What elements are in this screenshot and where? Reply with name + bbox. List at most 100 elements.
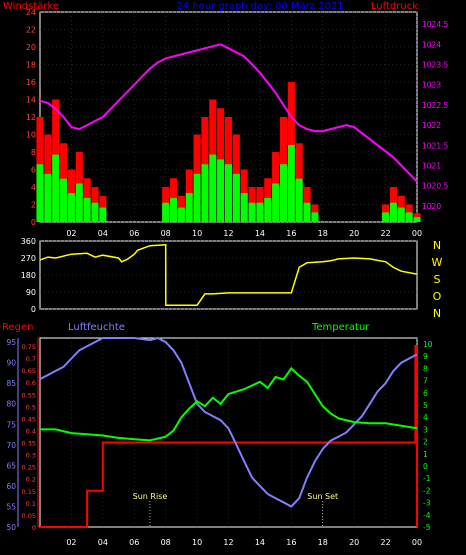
x-tick-label: 12 [223, 229, 233, 238]
x-tick-label: 20 [349, 229, 359, 238]
temperature-tick-label: 8 [423, 364, 428, 373]
humidity-tick-label: 90 [6, 359, 16, 368]
pressure-tick-label: 1022 [422, 121, 441, 130]
wind-tick-label: 8 [31, 148, 36, 157]
x-tick-label: 18 [318, 229, 328, 238]
wind-pressure-panel: 02468101214161820222410201020.510211021.… [26, 8, 449, 238]
wind-avg-bar [224, 164, 233, 222]
wind-avg-bar [44, 173, 52, 222]
wind-tick-label: 16 [26, 78, 36, 87]
x-tick-label: 20 [349, 538, 359, 547]
temperature-tick-label: -5 [423, 523, 431, 532]
wind-avg-bar [67, 193, 75, 222]
sun-annotation: Sun Rise [133, 492, 168, 501]
x-tick-label: 10 [192, 538, 202, 547]
rain-tick-label: 0.1 [26, 500, 36, 508]
wind-tick-label: 22 [26, 26, 36, 35]
wind-avg-bar [287, 145, 295, 222]
rain-tick-label: 0.3 [26, 452, 36, 460]
wind-avg-bar [162, 202, 170, 222]
humidity-tick-label: 65 [6, 461, 16, 470]
wind-avg-bar [295, 178, 303, 222]
x-tick-label: 04 [98, 229, 108, 238]
x-tick-label: 08 [161, 538, 171, 547]
wind-avg-bar [413, 217, 421, 222]
wind-direction-line [39, 244, 418, 306]
wind-tick-label: 18 [26, 61, 36, 70]
x-tick-label: 06 [129, 229, 139, 238]
rain-line [40, 345, 418, 528]
rain-tick-label: 0.4 [26, 427, 36, 435]
wind-avg-bar [272, 183, 280, 222]
rain-tick-label: 0.05 [22, 512, 36, 520]
rain-tick-label: 0.75 [22, 343, 36, 351]
wind-avg-bar [248, 202, 256, 222]
wind-avg-bar [75, 183, 83, 222]
wind-avg-bar [311, 212, 319, 222]
temperature-tick-label: 7 [423, 377, 428, 386]
rain-tick-label: 0.5 [26, 403, 36, 411]
wind-avg-bar [52, 154, 60, 222]
humidity-tick-label: 55 [6, 502, 16, 511]
x-tick-label: 14 [255, 229, 265, 238]
x-tick-label: 02 [66, 538, 76, 547]
rain-tick-label: 0.7 [26, 355, 36, 363]
temperature-tick-label: -1 [423, 474, 431, 483]
wind-avg-bar [389, 202, 397, 222]
wind-avg-bar [169, 197, 178, 222]
compass-label: O [433, 290, 442, 303]
x-tick-label: 06 [129, 538, 139, 547]
wind-avg-bar [193, 173, 201, 222]
header-right: Luftdruck [371, 1, 418, 12]
x-tick-label: 14 [255, 538, 265, 547]
wind-avg-bar [382, 212, 390, 222]
wind-avg-bar [256, 202, 264, 222]
direction-tick-label: 0 [31, 305, 36, 314]
humidity-tick-label: 70 [6, 441, 16, 450]
x-tick-label: 00 [412, 229, 422, 238]
temperature-tick-label: 2 [423, 438, 428, 447]
humidity-line [39, 336, 418, 508]
humidity-tick-label: 85 [6, 379, 16, 388]
temperature-tick-label: -2 [423, 486, 431, 495]
temperature-tick-label: 0 [423, 462, 428, 471]
rain-tick-label: 0.2 [26, 476, 36, 484]
direction-tick-label: 270 [21, 254, 36, 263]
x-tick-label: 16 [286, 538, 296, 547]
wind-avg-bar [397, 207, 405, 222]
temperature-line [40, 366, 418, 442]
temperature-tick-label: 3 [423, 425, 428, 434]
wind-avg-bar [405, 212, 413, 222]
x-tick-label: 02 [66, 229, 76, 238]
compass-label: N [433, 307, 441, 320]
x-tick-label: 16 [286, 229, 296, 238]
wind-avg-bar [232, 173, 240, 222]
wind-avg-bar [264, 197, 272, 222]
rain-tick-label: 0.25 [22, 464, 36, 472]
rain-tick-label: 0.6 [26, 379, 36, 387]
rain-humidity-temperature-panel: Regen Luftfeuchte Temperatur 0 0.05 0.1 0.1… [2, 322, 433, 547]
humidity-tick-label: 50 [6, 523, 16, 532]
wind-avg-bar [240, 193, 248, 222]
wind-avg-bar [36, 164, 44, 222]
pressure-tick-label: 1020.5 [422, 182, 448, 191]
header-center: 24 hour graph day: 08 März 2021 [176, 1, 343, 12]
direction-tick-label: 90 [26, 288, 36, 297]
wind-avg-bar [177, 207, 185, 222]
wind-tick-label: 0 [31, 218, 36, 227]
temperature-axis-title: Temperatur [311, 322, 370, 333]
pressure-tick-label: 1024.5 [422, 20, 448, 29]
rain-axis-title: Regen [2, 322, 34, 333]
temperature-tick-label: 10 [423, 340, 433, 349]
pressure-tick-label: 1021 [422, 161, 441, 170]
pressure-tick-label: 1020 [422, 202, 441, 211]
wind-tick-label: 24 [26, 8, 36, 17]
x-tick-label: 22 [380, 229, 390, 238]
direction-tick-label: 360 [21, 237, 36, 246]
x-tick-label: 04 [98, 538, 108, 547]
compass-label: N [433, 239, 441, 252]
wind-tick-label: 14 [26, 96, 36, 105]
wind-tick-label: 4 [31, 183, 36, 192]
wind-avg-bar [185, 193, 193, 222]
